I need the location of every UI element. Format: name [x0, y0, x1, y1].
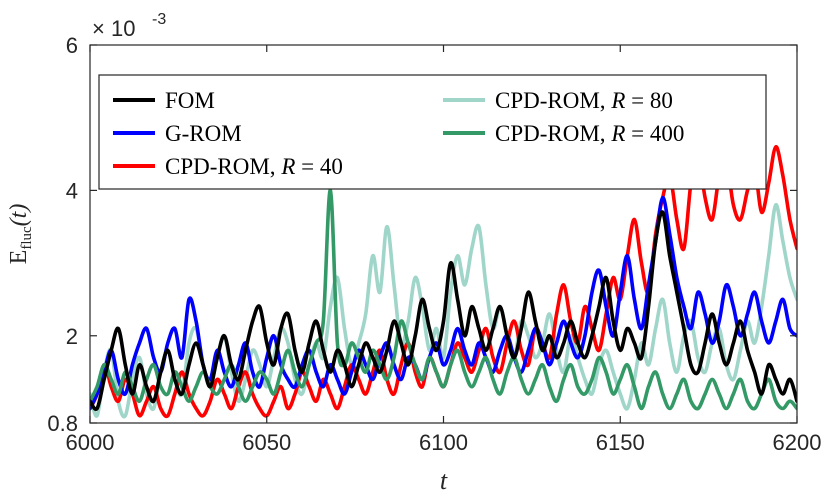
x-tick-label: 6200	[773, 430, 822, 455]
series-line-fom	[90, 210, 797, 412]
series-lines	[90, 144, 797, 419]
y-tick-label: 2	[66, 324, 78, 349]
legend-label-fom: FOM	[165, 88, 215, 113]
x-tick-label: 6000	[66, 430, 115, 455]
legend-box	[98, 74, 767, 190]
y-tick-label: 6	[66, 33, 78, 58]
series-line-cpd-rom-r-400	[90, 188, 797, 411]
legend-label-cpd-rom-r-80: CPD-ROM, R = 80	[495, 88, 673, 113]
y-axis-label: Efluc(t)	[6, 204, 35, 265]
x-tick-label: 6050	[242, 430, 291, 455]
y-tick-label: 0.8	[47, 411, 78, 436]
y-exponent-label: × 10	[92, 16, 135, 41]
y-exponent-power: -3	[152, 11, 166, 28]
legend-label-g-rom: G-ROM	[165, 121, 242, 146]
y-tick-label: 4	[66, 178, 78, 203]
x-axis-label: t	[440, 466, 448, 495]
x-tick-label: 6150	[596, 430, 645, 455]
legend: FOM G-ROM CPD-ROM, R = 40 CPD-ROM, R = 80 CP…	[98, 74, 767, 190]
series-line-g-rom	[90, 195, 797, 411]
legend-label-cpd-rom-r-40: CPD-ROM, R = 40	[165, 154, 343, 179]
axes: 6000 6050 6100 6150 6200 0.8 2 4 6 × 10 -3 t Efluc(t…	[6, 11, 821, 495]
legend-label-cpd-rom-r-400: CPD-ROM, R = 400	[495, 121, 684, 146]
x-tick-label: 6100	[419, 430, 468, 455]
